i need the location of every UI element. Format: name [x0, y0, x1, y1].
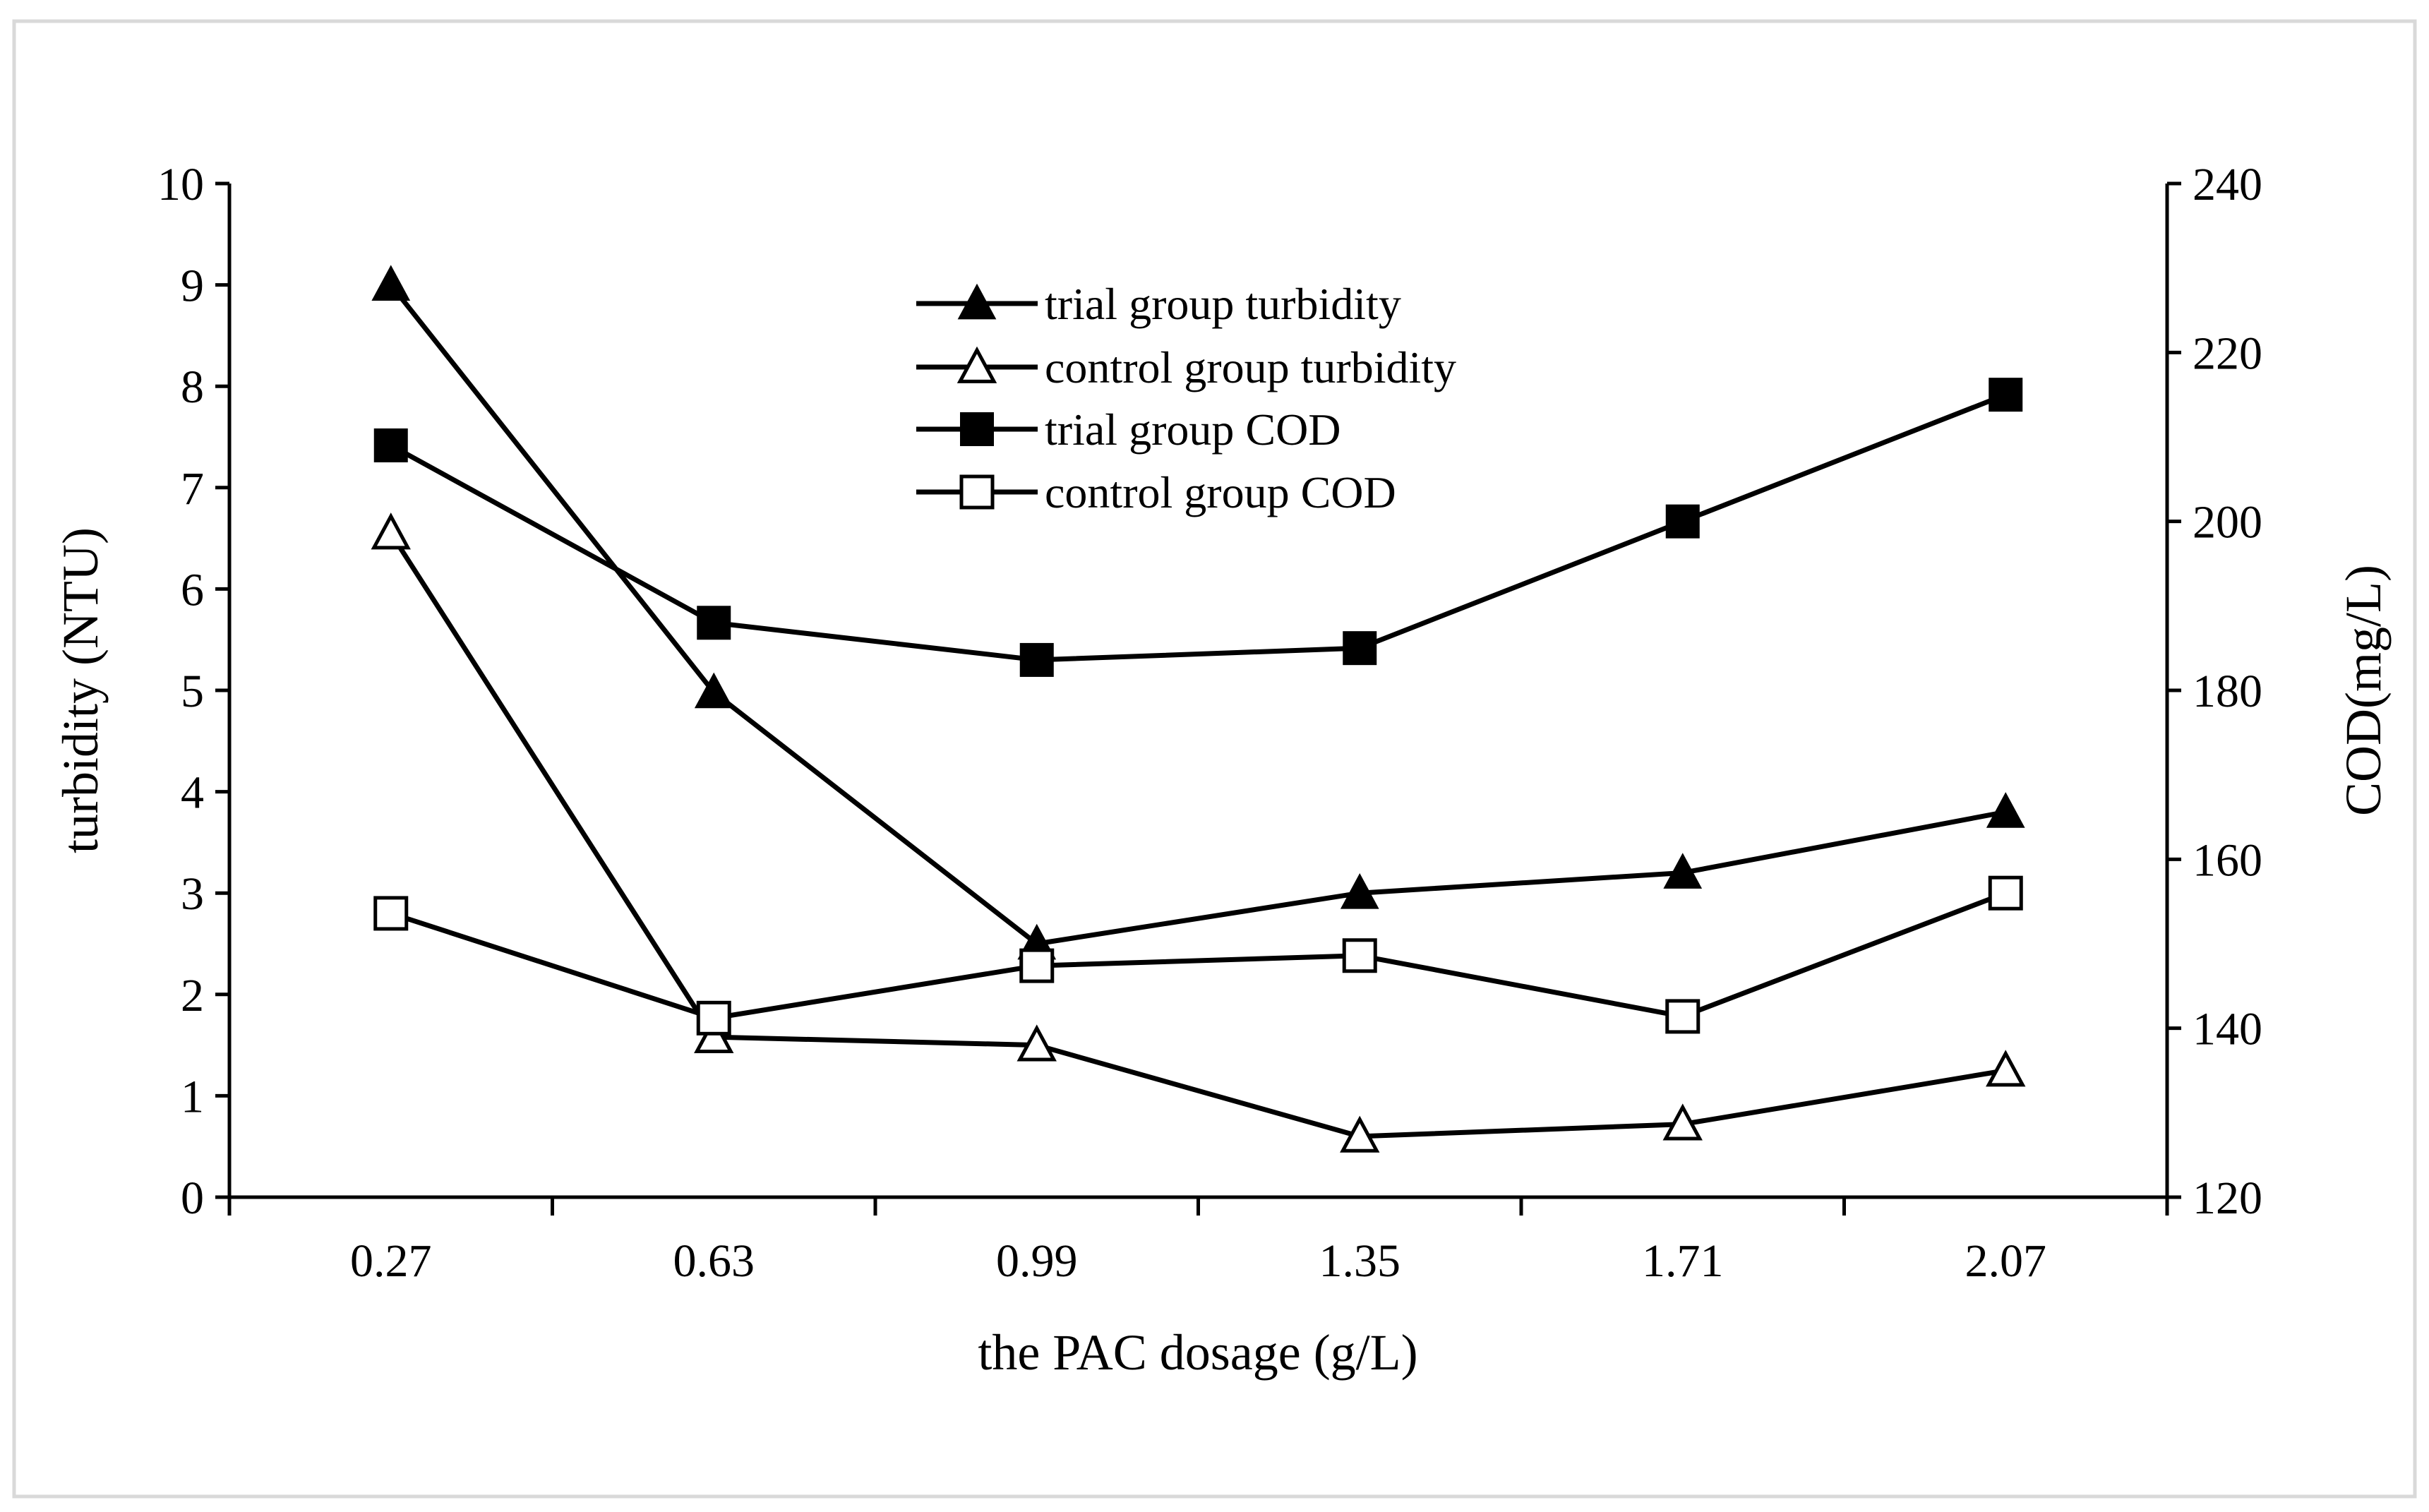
data-point: [1342, 938, 1377, 973]
series-control-group-turbidity: [371, 512, 2026, 1153]
data-point: [1343, 631, 1377, 666]
legend-marker: [960, 412, 994, 446]
left-tick-label: 7: [181, 463, 204, 515]
legend-label: control group COD: [1045, 467, 1396, 517]
data-point: [1665, 504, 1700, 539]
right-axis-title: COD(mg/L): [2335, 565, 2392, 816]
data-point: [1665, 999, 1701, 1034]
data-point: [1988, 875, 2023, 911]
x-tick-label: 2.07: [1965, 1235, 2047, 1287]
data-point: [1340, 1115, 1380, 1153]
legend-entry: control group COD: [916, 467, 1396, 517]
legend-entry: trial group COD: [916, 404, 1341, 455]
data-point: [1019, 642, 1054, 677]
x-axis-ticks: 0.27 0.63 0.99 1.35 1.71 2.07: [227, 1197, 2169, 1287]
data-point: [697, 606, 731, 640]
data-point: [1016, 1024, 1057, 1062]
legend-label: control group turbidity: [1045, 342, 1456, 392]
right-tick-label: 180: [2193, 666, 2262, 717]
series-line: [389, 283, 2006, 947]
data-point: [1986, 1050, 2026, 1087]
left-tick-label: 10: [157, 159, 204, 210]
data-point: [371, 265, 411, 301]
legend-label: trial group turbidity: [1045, 279, 1401, 329]
series-line: [388, 532, 2006, 1139]
left-tick-label: 4: [181, 767, 204, 819]
left-tick-label: 3: [181, 868, 204, 920]
data-point: [371, 512, 411, 550]
series-control-group-COD: [373, 875, 2023, 1036]
right-tick-label: 220: [2193, 328, 2262, 379]
right-tick-label: 140: [2193, 1004, 2262, 1055]
x-tick-label: 0.27: [350, 1235, 432, 1287]
x-tick-label: 0.63: [673, 1235, 755, 1287]
data-point: [1019, 948, 1055, 983]
right-tick-label: 160: [2193, 834, 2262, 886]
x-tick-label: 1.71: [1642, 1235, 1724, 1287]
data-point: [694, 1016, 734, 1054]
left-axis-ticks: 0 1 2 3 4 5 6 7 8 9 10: [157, 159, 229, 1224]
data-point: [694, 672, 733, 709]
left-tick-label: 8: [181, 361, 204, 413]
data-point: [1989, 378, 2023, 412]
data-point: [373, 428, 408, 462]
legend-label: trial group COD: [1045, 404, 1341, 455]
right-axis-ticks: 120 140 160 180 200 220 240: [2167, 159, 2262, 1224]
data-point: [696, 1000, 731, 1036]
legend-marker: [956, 346, 997, 383]
data-point: [1662, 1103, 1703, 1141]
legend-marker: [959, 474, 995, 510]
left-tick-label: 2: [181, 970, 204, 1021]
x-tick-label: 1.35: [1319, 1235, 1401, 1287]
figure-frame: [12, 19, 2417, 1499]
left-tick-label: 6: [181, 564, 204, 616]
series-trial-group-COD: [373, 378, 2023, 677]
x-axis-title: the PAC dosage (g/L): [978, 1324, 1417, 1381]
x-tick-label: 0.99: [996, 1235, 1078, 1287]
data-point: [1986, 792, 2025, 828]
left-tick-label: 0: [181, 1172, 204, 1224]
left-axis-title: turbidity (NTU): [52, 527, 109, 853]
data-point: [373, 896, 409, 931]
legend-marker: [957, 283, 997, 320]
right-tick-label: 120: [2193, 1172, 2262, 1224]
series-layer: [371, 265, 2026, 1153]
left-tick-label: 9: [181, 260, 204, 312]
legend-entry: control group turbidity: [916, 342, 1456, 392]
data-point: [1340, 872, 1379, 909]
legend: trial group turbidity control group turbi…: [916, 279, 1456, 517]
right-tick-label: 240: [2193, 159, 2262, 210]
data-point: [1663, 853, 1703, 889]
legend-entry: trial group turbidity: [916, 279, 1401, 329]
left-tick-label: 1: [181, 1071, 204, 1122]
right-tick-label: 200: [2193, 497, 2262, 548]
left-tick-label: 5: [181, 666, 204, 717]
series-trial-group-turbidity: [371, 265, 2025, 960]
series-line: [390, 890, 2007, 1021]
series-line: [390, 392, 2007, 663]
